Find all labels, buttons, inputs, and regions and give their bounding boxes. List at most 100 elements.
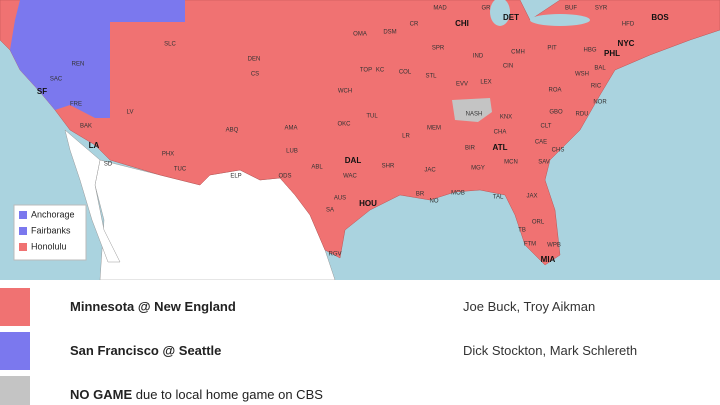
city-label: BOS (651, 13, 669, 22)
city-label: STL (425, 74, 437, 80)
city-label: CAE (535, 140, 547, 146)
announcers: Dick Stockton, Mark Schlereth (463, 343, 638, 358)
game-row: San Francisco @ Seattle Dick Stockton, Ma… (0, 332, 720, 370)
legend-swatch (19, 243, 27, 251)
city-label: JAC (424, 168, 436, 174)
city-label: HBG (583, 48, 596, 54)
city-label: RDU (576, 112, 589, 118)
city-label: CMH (511, 50, 525, 56)
city-label: KC (376, 68, 385, 74)
city-label: SLC (164, 42, 176, 48)
baja (64, 129, 121, 263)
city-label: ELP (230, 174, 241, 180)
city-label: RIC (591, 84, 602, 90)
city-label: SYR (595, 6, 608, 12)
city-label: PIT (547, 46, 557, 52)
city-label: IND (473, 54, 484, 60)
city-label: TUC (174, 167, 187, 173)
city-label: TUL (366, 114, 378, 120)
city-label: HFD (622, 22, 635, 28)
game-matchup: NO GAME (70, 387, 133, 402)
city-label: GBO (549, 110, 563, 116)
city-label: SAC (50, 77, 63, 83)
city-label: KNX (500, 115, 512, 121)
city-label: LV (127, 110, 134, 116)
city-label: RGV (328, 252, 341, 258)
city-label: PHX (162, 152, 174, 158)
city-label: LA (89, 141, 100, 150)
city-label: SPR (432, 46, 445, 52)
city-label: BR (416, 192, 425, 198)
city-label: MAD (433, 6, 447, 12)
city-label: ATL (493, 143, 508, 152)
no-game-region (452, 98, 492, 122)
city-label: MGY (471, 166, 485, 172)
game-row: Minnesota @ New England Joe Buck, Troy Ai… (0, 288, 720, 326)
city-label: BAL (594, 66, 606, 72)
city-label: DSM (383, 30, 396, 36)
game-label: NO GAME due to local home game on CBS (70, 387, 323, 402)
city-label: WCH (338, 89, 352, 95)
city-label: CHA (494, 130, 507, 136)
city-label: NO (430, 199, 439, 205)
lake (490, 0, 510, 26)
city-label: CS (251, 72, 259, 78)
city-label: TOP (360, 68, 372, 74)
city-label: BAK (80, 124, 92, 130)
legend-label: Anchorage (31, 209, 75, 219)
city-label: WPB (547, 243, 561, 249)
city-label: COL (399, 70, 412, 76)
city-label: PHL (604, 49, 620, 58)
city-label: OMA (353, 32, 367, 38)
game-label: San Francisco @ Seattle (70, 343, 221, 358)
city-label: EVV (456, 82, 468, 88)
map: MAD GR DET BUF SYR BOS HFD NYC CHI SPR DSM OMA CR TOP… (0, 0, 720, 280)
city-label: OKC (337, 122, 351, 128)
legend-label: Fairbanks (31, 225, 71, 235)
city-label: WSH (575, 72, 589, 78)
city-label: CR (410, 22, 419, 28)
city-label: HOU (359, 199, 377, 208)
city-label: FTM (524, 242, 536, 248)
city-label: MOB (451, 191, 465, 197)
legend-label: Honolulu (31, 241, 67, 251)
city-label: ABQ (226, 128, 239, 134)
city-label: TAL (493, 195, 504, 201)
city-label: SHR (382, 164, 395, 170)
city-label: NASH (466, 112, 483, 118)
game-label: Minnesota @ New England (70, 299, 236, 314)
city-label: MCN (504, 160, 518, 166)
city-label: DAL (345, 156, 362, 165)
city-label: LR (402, 134, 410, 140)
city-label: ODS (278, 174, 291, 180)
city-label: SF (37, 87, 47, 96)
city-label: ABL (311, 165, 323, 171)
city-label: MEM (427, 126, 441, 132)
us-region (0, 0, 720, 266)
legend-swatch (19, 227, 27, 235)
city-label: BIR (465, 146, 476, 152)
city-label: JAX (526, 194, 537, 200)
city-label: AUS (334, 196, 346, 202)
west-region (10, 0, 185, 118)
city-label: NOR (593, 100, 607, 106)
city-label: GR (482, 6, 492, 12)
city-label: REN (72, 62, 85, 68)
color-swatch (0, 288, 30, 326)
city-label: LEX (480, 80, 491, 86)
city-label: MIA (541, 255, 556, 264)
city-label: AMA (284, 126, 297, 132)
lake (530, 14, 590, 26)
city-label: FRE (70, 102, 82, 108)
city-label: NYC (618, 39, 635, 48)
legend-swatch (19, 211, 27, 219)
city-label: DEN (248, 57, 261, 63)
game-matchup: Minnesota @ New England (70, 299, 236, 314)
city-label: LUB (286, 149, 298, 155)
city-label: SD (104, 162, 113, 168)
city-label: CLT (541, 124, 552, 130)
city-label: CHI (455, 19, 469, 28)
city-label: SAV (538, 160, 550, 166)
color-swatch (0, 376, 30, 405)
